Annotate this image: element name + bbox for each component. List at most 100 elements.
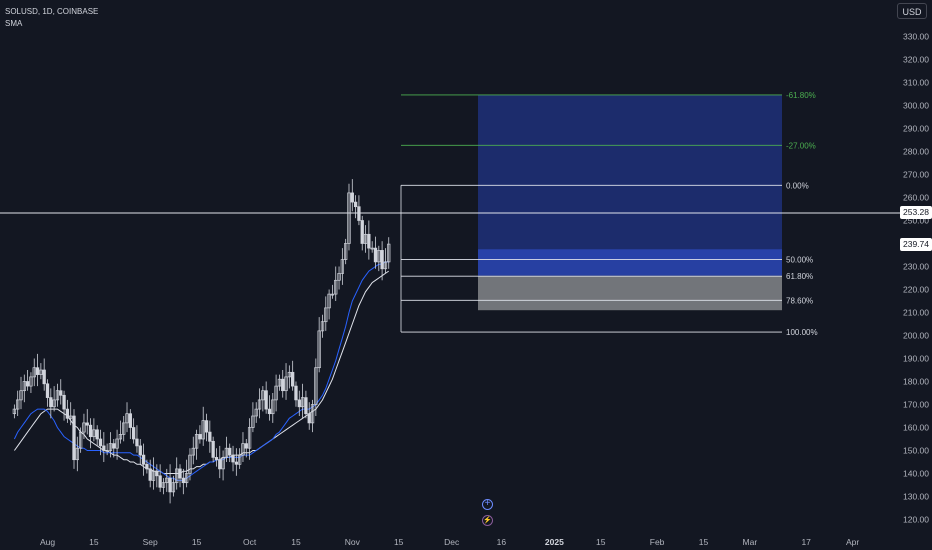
y-tick-label: 200.00 bbox=[903, 331, 929, 341]
candle-body bbox=[274, 385, 278, 401]
x-tick-label: Aug bbox=[40, 537, 55, 547]
symbol-title: SOLUSD, 1D, COINBASE bbox=[5, 7, 99, 16]
candle-body bbox=[267, 408, 272, 415]
candle-body bbox=[29, 376, 33, 387]
horizontal-line-price-badge: 253.28 bbox=[900, 206, 932, 220]
candle-body bbox=[25, 381, 30, 387]
candle-body bbox=[35, 367, 40, 375]
candle-body bbox=[261, 390, 265, 401]
candle-body bbox=[350, 192, 354, 203]
candle-body bbox=[221, 457, 225, 470]
candle-body bbox=[39, 369, 43, 375]
fib-level-label: 78.60% bbox=[786, 296, 813, 305]
x-tick-label: 2025 bbox=[545, 537, 564, 547]
candle-body bbox=[171, 482, 176, 493]
candle-body bbox=[334, 279, 338, 295]
fib-level-label: -61.80% bbox=[786, 91, 816, 100]
candle-body bbox=[49, 397, 53, 408]
stop-zone bbox=[478, 276, 782, 311]
candle-body bbox=[69, 415, 73, 419]
y-tick-label: 210.00 bbox=[903, 308, 929, 318]
candle-body bbox=[238, 454, 242, 465]
y-tick-label: 140.00 bbox=[903, 469, 929, 479]
x-tick-label: 15 bbox=[192, 537, 202, 547]
candle-body bbox=[320, 321, 325, 332]
lightning-icon[interactable]: ⚡ bbox=[482, 515, 493, 526]
candle-body bbox=[75, 447, 79, 461]
y-tick-label: 330.00 bbox=[903, 32, 929, 42]
candle-body bbox=[131, 427, 136, 440]
candle-body bbox=[181, 477, 185, 484]
candle-body bbox=[373, 247, 378, 263]
candle-body bbox=[148, 468, 152, 481]
y-tick-label: 280.00 bbox=[903, 147, 929, 157]
candle-body bbox=[307, 413, 311, 424]
x-tick-label: 15 bbox=[394, 537, 404, 547]
x-tick-label: Mar bbox=[743, 537, 758, 547]
candle-body bbox=[122, 422, 126, 435]
sma-lines bbox=[13, 261, 389, 481]
candle-body bbox=[191, 447, 195, 456]
position-zones bbox=[478, 94, 782, 311]
candle-body bbox=[88, 424, 93, 438]
candle-body bbox=[188, 454, 192, 474]
candle-body bbox=[224, 447, 229, 458]
candle-body bbox=[184, 473, 189, 484]
y-tick-label: 220.00 bbox=[903, 285, 929, 295]
candle-body bbox=[377, 250, 381, 263]
y-tick-label: 120.00 bbox=[903, 515, 929, 525]
x-tick-label: Sep bbox=[143, 537, 158, 547]
indicator-label[interactable]: SMA bbox=[5, 19, 23, 28]
fibonacci-levels: -61.80% -27.00% 0.00% 50.00% 61.80% 78.60% 100… bbox=[400, 91, 818, 337]
candle-body bbox=[85, 422, 89, 426]
candle-body bbox=[78, 431, 83, 449]
y-tick-label: 300.00 bbox=[903, 101, 929, 111]
candle-body bbox=[112, 443, 116, 449]
candle-body bbox=[387, 243, 391, 263]
candle-body bbox=[241, 443, 245, 456]
candle-body bbox=[158, 475, 162, 488]
candle-body bbox=[92, 429, 96, 438]
candle-body bbox=[155, 470, 159, 477]
candle-body bbox=[234, 461, 238, 465]
candle-body bbox=[380, 250, 384, 270]
y-tick-label: 310.00 bbox=[903, 78, 929, 88]
candle-body bbox=[62, 394, 66, 410]
candle-body bbox=[125, 413, 129, 424]
candle-body bbox=[330, 293, 335, 296]
candle-body bbox=[228, 447, 232, 456]
candle-body bbox=[317, 330, 321, 369]
candle-body bbox=[218, 459, 222, 470]
x-tick-label: Apr bbox=[846, 537, 859, 547]
candle-body bbox=[347, 192, 351, 244]
x-tick-label: Nov bbox=[345, 537, 361, 547]
candle-body bbox=[357, 206, 361, 221]
x-tick-label: Feb bbox=[650, 537, 665, 547]
candle-body bbox=[291, 371, 295, 387]
candle-body bbox=[42, 369, 46, 385]
x-tick-label: Oct bbox=[243, 537, 257, 547]
candle-body bbox=[108, 443, 113, 451]
currency-button[interactable]: USD bbox=[897, 3, 927, 19]
add-plus-icon[interactable]: + bbox=[482, 499, 493, 510]
y-tick-label: 160.00 bbox=[903, 423, 929, 433]
y-tick-label: 180.00 bbox=[903, 377, 929, 387]
x-tick-label: Dec bbox=[444, 537, 460, 547]
candle-body bbox=[151, 470, 156, 481]
x-tick-label: 15 bbox=[291, 537, 301, 547]
candle-body bbox=[344, 243, 348, 260]
entry-zone bbox=[478, 249, 782, 276]
candle-body bbox=[135, 438, 139, 447]
candle-body bbox=[161, 482, 166, 488]
candle-body bbox=[201, 420, 205, 440]
y-tick-label: 190.00 bbox=[903, 354, 929, 364]
candle-body bbox=[214, 457, 219, 461]
candles bbox=[12, 179, 391, 504]
candle-body bbox=[102, 445, 106, 451]
candle-body bbox=[383, 261, 388, 270]
candle-body bbox=[353, 201, 358, 208]
y-tick-label: 230.00 bbox=[903, 262, 929, 272]
candle-body bbox=[72, 415, 76, 461]
candle-body bbox=[65, 408, 70, 419]
